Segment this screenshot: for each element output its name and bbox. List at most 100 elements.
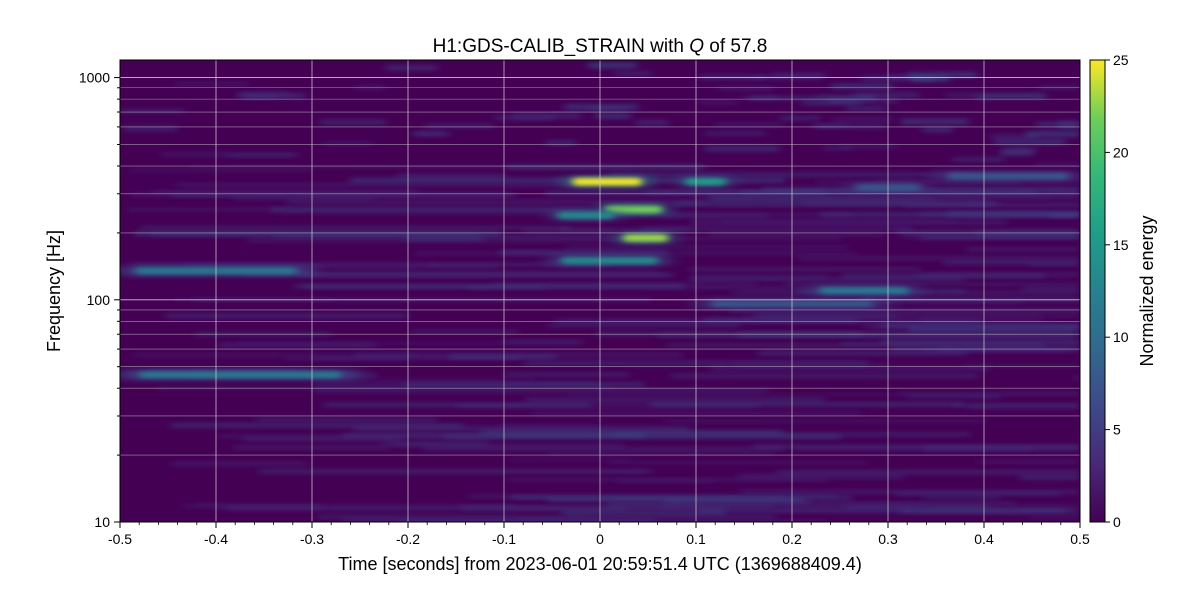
texture-streak xyxy=(184,504,517,508)
texture-streak xyxy=(1002,147,1037,153)
chart-title-symbol: Q xyxy=(689,36,704,57)
texture-streak xyxy=(801,100,861,105)
texture-streak xyxy=(594,113,631,119)
texture-streak xyxy=(670,374,978,378)
bright-feature-8 xyxy=(139,371,341,378)
texture-streak xyxy=(497,424,596,430)
texture-streak xyxy=(803,200,991,205)
spectrogram-features xyxy=(120,171,1080,380)
texture-streak xyxy=(615,479,715,483)
x-tick-label: 0.4 xyxy=(974,531,994,547)
texture-streak xyxy=(880,339,1080,344)
grid-lines xyxy=(120,60,1080,522)
texture-streak xyxy=(242,437,404,442)
texture-streak xyxy=(1019,475,1080,480)
y-axis: 10 100 1000 xyxy=(79,70,120,530)
texture-streak xyxy=(689,277,964,281)
x-tick-label: -0.3 xyxy=(300,531,324,547)
bright-feature-0 xyxy=(572,178,642,186)
texture-streak xyxy=(757,351,967,355)
texture-streak xyxy=(714,122,784,128)
texture-streak xyxy=(709,365,991,371)
texture-streak xyxy=(170,462,308,466)
chart-title-prefix: H1:GDS-CALIB_STRAIN with xyxy=(433,36,690,57)
texture-streak xyxy=(649,402,963,407)
y-tick-label: 1000 xyxy=(79,70,110,86)
texture-streak xyxy=(608,172,965,177)
texture-streak xyxy=(922,496,1000,499)
texture-streak xyxy=(133,354,417,357)
texture-streak xyxy=(501,339,583,345)
y-tick-label: 10 xyxy=(94,514,110,530)
x-tick-label: 0.1 xyxy=(686,531,706,547)
texture-streak xyxy=(1027,516,1080,519)
x-tick-label: 0.5 xyxy=(1070,531,1090,547)
texture-streak xyxy=(923,446,1080,451)
chart-title-suffix: of 57.8 xyxy=(704,36,767,57)
x-tick-label: 0.3 xyxy=(878,531,898,547)
plot-area xyxy=(119,59,1081,523)
texture-streak xyxy=(160,152,230,157)
texture-streak xyxy=(413,131,447,136)
texture-streak xyxy=(174,81,249,86)
texture-streak xyxy=(122,125,178,132)
texture-streak xyxy=(615,71,652,76)
colorbar-gradient xyxy=(1089,59,1106,523)
texture-streak xyxy=(273,235,628,238)
texture-streak xyxy=(846,106,886,111)
texture-streak xyxy=(255,418,437,422)
x-tick-label: -0.5 xyxy=(108,531,132,547)
texture-streak xyxy=(504,372,630,377)
x-axis-label: Time [seconds] from 2023-06-01 20:59:51.… xyxy=(338,554,862,574)
texture-streak xyxy=(899,508,1080,514)
texture-streak xyxy=(845,505,989,509)
texture-streak xyxy=(460,505,728,510)
texture-streak xyxy=(270,207,590,213)
texture-streak xyxy=(830,83,894,89)
texture-streak xyxy=(666,344,1046,347)
texture-streak xyxy=(507,458,630,461)
texture-streak xyxy=(548,452,774,456)
texture-streak xyxy=(286,199,708,205)
bright-feature-4 xyxy=(623,234,668,242)
bright-feature-3 xyxy=(557,212,614,219)
x-tick-label: -0.2 xyxy=(396,531,420,547)
texture-streak xyxy=(317,514,776,519)
texture-streak xyxy=(955,403,1080,407)
texture-streak xyxy=(966,248,1080,251)
texture-streak xyxy=(717,86,774,91)
texture-streak xyxy=(1025,131,1080,137)
texture-streak xyxy=(323,402,592,407)
colorbar-tick-label: 10 xyxy=(1113,329,1129,345)
colorbar: 0 5 10 15 20 25 Normalized energy xyxy=(1089,52,1157,530)
texture-streak xyxy=(246,94,276,99)
texture-streak xyxy=(150,233,479,236)
texture-streak xyxy=(319,119,387,125)
texture-streak xyxy=(940,185,1080,188)
bright-feature-2 xyxy=(605,205,662,213)
texture-streak xyxy=(499,250,669,255)
texture-streak xyxy=(130,262,436,267)
texture-streak xyxy=(690,219,1007,225)
texture-streak xyxy=(784,283,1080,286)
texture-streak xyxy=(779,116,821,121)
texture-streak xyxy=(547,324,741,327)
texture-streak xyxy=(1074,375,1080,381)
texture-streak xyxy=(917,212,1080,217)
texture-streak xyxy=(635,119,669,126)
texture-streak xyxy=(314,388,769,393)
texture-streak xyxy=(775,470,1080,474)
texture-streak xyxy=(189,165,633,169)
texture-streak xyxy=(698,99,739,105)
chart-title: H1:GDS-CALIB_STRAIN with Q of 57.8 xyxy=(433,36,768,57)
texture-streak xyxy=(910,76,950,82)
colorbar-tick-label: 15 xyxy=(1113,237,1129,253)
texture-streak xyxy=(218,342,377,348)
texture-streak xyxy=(140,226,572,230)
texture-streak xyxy=(1038,85,1080,90)
y-tick-label: 100 xyxy=(87,292,111,308)
texture-streak xyxy=(165,313,409,318)
x-tick-label: 0.2 xyxy=(782,531,802,547)
texture-streak xyxy=(587,62,638,69)
texture-streak xyxy=(423,447,784,451)
